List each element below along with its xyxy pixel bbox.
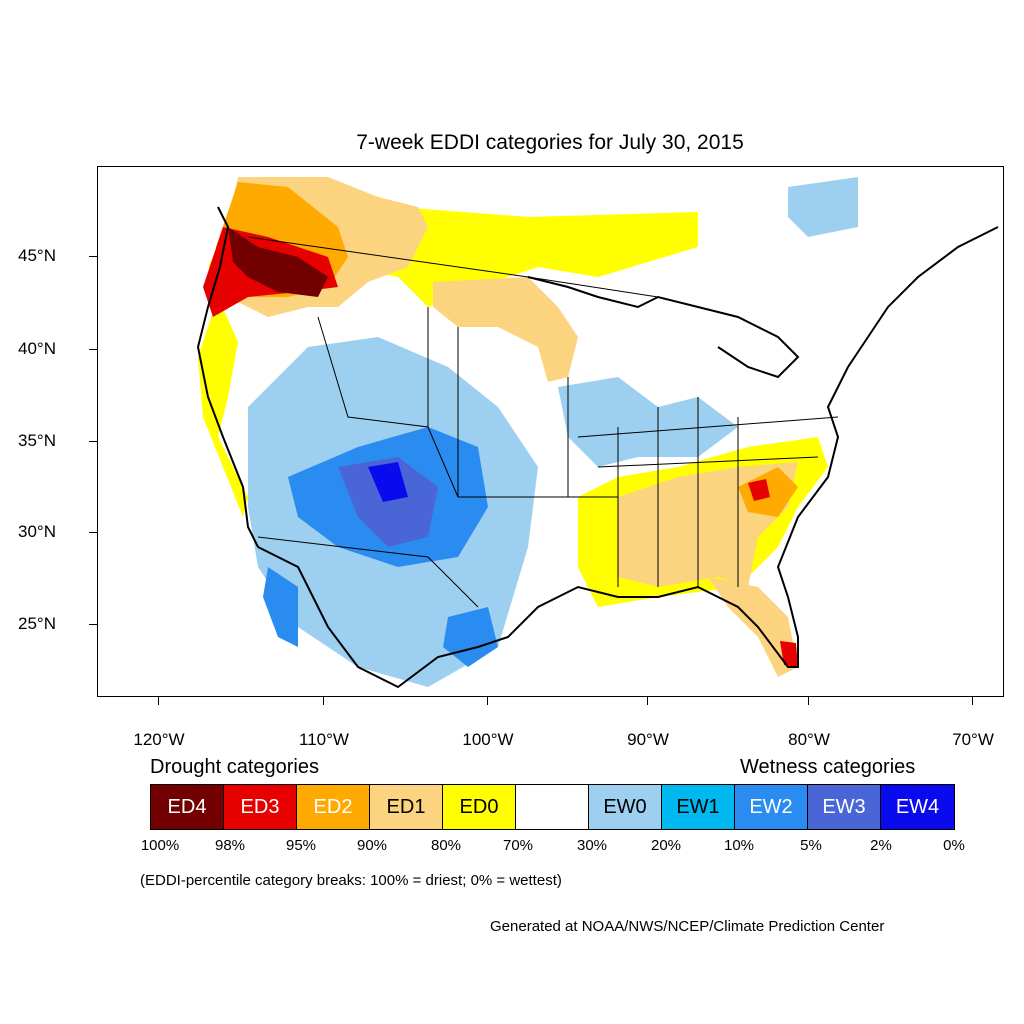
pct-label: 80% (430, 837, 462, 854)
pct-label: 30% (576, 837, 608, 854)
lat-tick (89, 256, 97, 257)
lon-tick (647, 697, 648, 705)
lat-label-30: 30°N (18, 522, 56, 541)
ew2-region-baja (263, 567, 298, 647)
legend-ed1: ED1 (370, 785, 443, 829)
pct-label: 5% (800, 837, 822, 854)
legend-neutral (516, 785, 589, 829)
legend-ew3: EW3 (808, 785, 881, 829)
lon-tick (972, 697, 973, 705)
lat-label-45: 45°N (18, 246, 56, 265)
legend-ed0: ED0 (443, 785, 516, 829)
lon-label-120: 120°W (133, 730, 185, 749)
lon-tick (323, 697, 324, 705)
lon-tick (808, 697, 809, 705)
pct-label: 70% (502, 837, 534, 854)
ew0-region-midwest (558, 377, 738, 467)
drought-heading: Drought categories (150, 756, 319, 778)
legend-ew1: EW1 (662, 785, 735, 829)
wetness-heading: Wetness categories (740, 756, 916, 778)
eddi-map (97, 166, 1004, 697)
pct-label: 95% (285, 837, 317, 854)
pct-label: 20% (650, 837, 682, 854)
ed0-region-westcoast (198, 297, 248, 517)
legend-ew4: EW4 (881, 785, 954, 829)
map-canvas (196, 177, 999, 689)
legend-note: (EDDI-percentile category breaks: 100% =… (140, 872, 562, 889)
ew2-region-newmexico (338, 457, 438, 547)
lat-label-35: 35°N (18, 431, 56, 450)
legend-ed3: ED3 (224, 785, 297, 829)
pct-label: 100% (140, 837, 180, 854)
legend-ew2: EW2 (735, 785, 808, 829)
ed3-region-florida (780, 641, 798, 667)
pct-label: 0% (943, 837, 965, 854)
coastlines (196, 206, 999, 689)
lon-label-80: 80°W (788, 730, 830, 749)
pct-label: 2% (870, 837, 892, 854)
lat-label-25: 25°N (18, 614, 56, 633)
lon-tick (487, 697, 488, 705)
ed3-region-carolinas (748, 479, 770, 501)
lat-tick (89, 532, 97, 533)
ew4-region-newmexico (368, 462, 408, 502)
lon-label-90: 90°W (627, 730, 669, 749)
category-legend: ED4 ED3 ED2 ED1 ED0 EW0 EW1 EW2 EW3 EW4 (150, 784, 955, 830)
map-title: 7-week EDDI categories for July 30, 2015 (356, 131, 744, 154)
pct-label: 10% (723, 837, 755, 854)
lat-tick (89, 441, 97, 442)
legend-ed4: ED4 (151, 785, 224, 829)
lat-tick (89, 624, 97, 625)
legend-ed2: ED2 (297, 785, 370, 829)
ed1-region-northplains (433, 277, 578, 382)
lon-label-100: 100°W (462, 730, 514, 749)
lat-label-40: 40°N (18, 339, 56, 358)
lon-tick (158, 697, 159, 705)
lat-tick (89, 349, 97, 350)
ew0-region-northeast (788, 177, 858, 237)
lon-label-70: 70°W (952, 730, 994, 749)
legend-ew0: EW0 (589, 785, 662, 829)
pct-label: 98% (214, 837, 246, 854)
borders (247, 236, 839, 608)
credit-line: Generated at NOAA/NWS/NCEP/Climate Predi… (490, 918, 885, 935)
lon-label-110: 110°W (299, 730, 349, 749)
ed4-region-northwest (228, 227, 328, 297)
pct-label: 90% (356, 837, 388, 854)
ed1-region-florida (708, 577, 798, 677)
